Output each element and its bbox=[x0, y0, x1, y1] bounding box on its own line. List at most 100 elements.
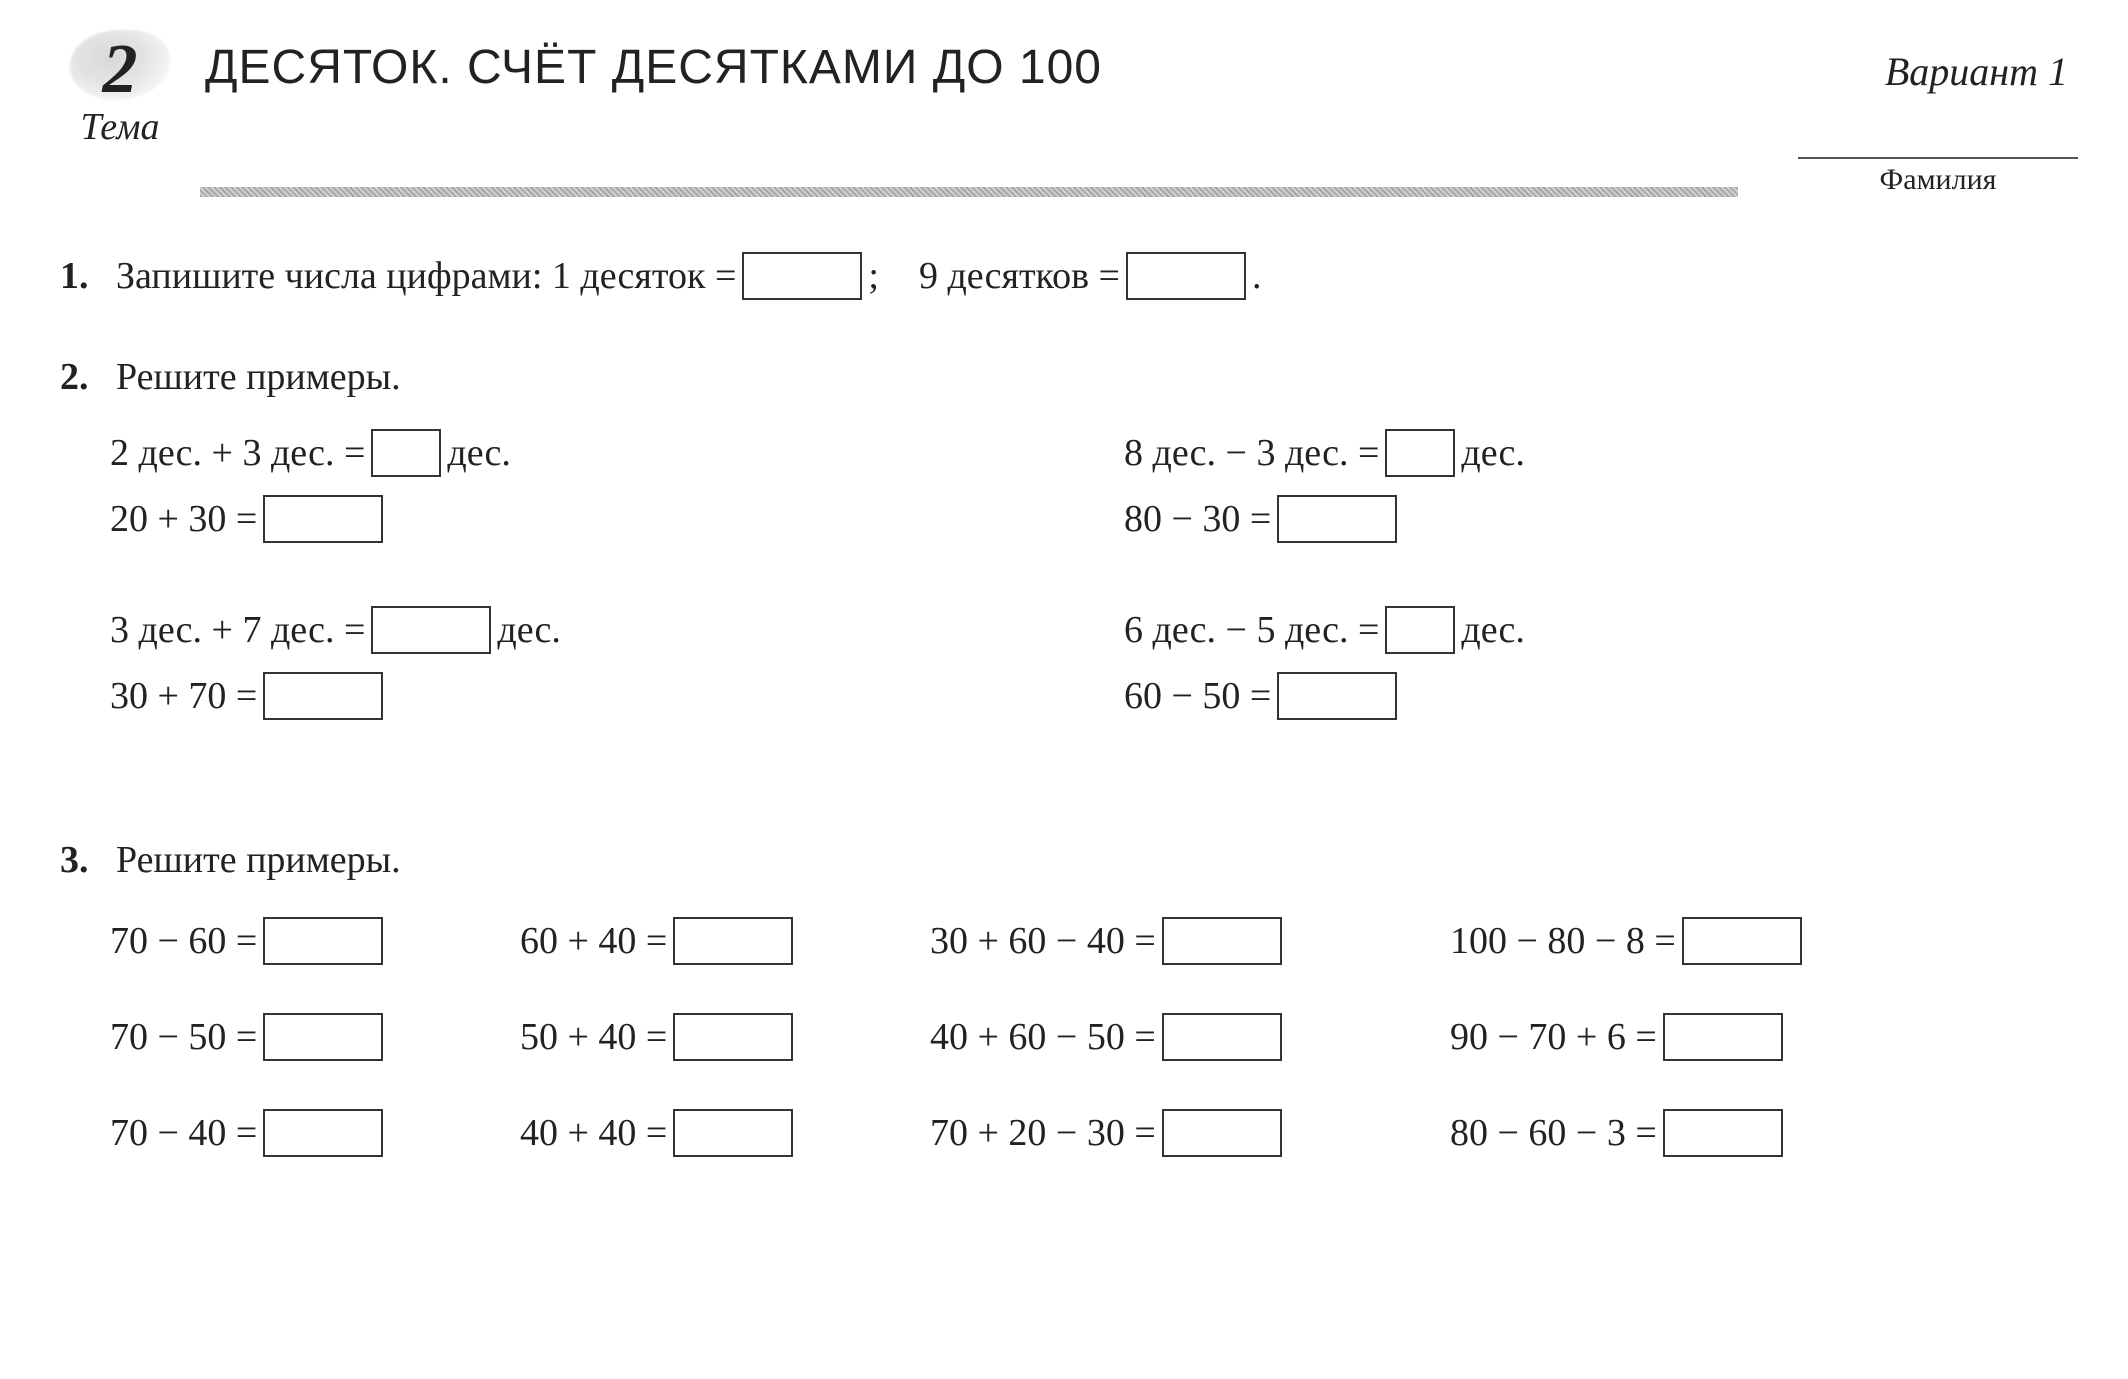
answer-box[interactable] bbox=[1682, 917, 1802, 965]
theme-label: Тема bbox=[60, 105, 180, 149]
eq-text: 50 + 40 = bbox=[520, 1015, 667, 1059]
task2-left-1: 3 дес. + 7 дес. = дес. 30 + 70 = bbox=[110, 606, 1064, 738]
equation: 20 + 30 = bbox=[110, 495, 1064, 543]
equation: 3 дес. + 7 дес. = дес. bbox=[110, 606, 1064, 654]
answer-box[interactable] bbox=[263, 1109, 383, 1157]
title-block: ДЕСЯТОК. СЧЁТ ДЕСЯТКАМИ ДО 100 bbox=[205, 30, 1860, 95]
task2-title: Решите примеры. bbox=[116, 355, 401, 399]
task3-title: Решите примеры. bbox=[116, 838, 401, 882]
equation: 6 дес. − 5 дес. = дес. bbox=[1124, 606, 2078, 654]
equation: 60 − 50 = bbox=[1124, 672, 2078, 720]
equation: 8 дес. − 3 дес. = дес. bbox=[1124, 429, 2078, 477]
variant-label: Вариант 1 bbox=[1885, 30, 2078, 95]
task-1: 1. Запишите числа цифрами: 1 десяток = ;… bbox=[60, 252, 2078, 300]
answer-box[interactable] bbox=[371, 606, 491, 654]
equation: 60 + 40 = bbox=[520, 917, 930, 965]
answer-box[interactable] bbox=[263, 1013, 383, 1061]
task2-number: 2. bbox=[60, 355, 104, 399]
equation: 70 − 60 = bbox=[110, 917, 520, 965]
answer-box[interactable] bbox=[263, 495, 383, 543]
equation: 70 + 20 − 30 = bbox=[930, 1109, 1450, 1157]
task1-sep: ; bbox=[868, 254, 879, 298]
eq-text: 70 − 50 = bbox=[110, 1015, 257, 1059]
answer-box[interactable] bbox=[1277, 672, 1397, 720]
eq-text: 8 дес. − 3 дес. = bbox=[1124, 431, 1379, 475]
equation: 40 + 60 − 50 = bbox=[930, 1013, 1450, 1061]
task1-end: . bbox=[1252, 254, 1262, 298]
task2-left-0: 2 дес. + 3 дес. = дес. 20 + 30 = bbox=[110, 429, 1064, 561]
theme-number-wrap: 2 bbox=[60, 30, 180, 110]
answer-box[interactable] bbox=[371, 429, 441, 477]
surname-input-line[interactable] bbox=[1798, 157, 2078, 159]
task2-grid: 2 дес. + 3 дес. = дес. 20 + 30 = 8 дес. … bbox=[110, 429, 2078, 783]
task2-right-1: 6 дес. − 5 дес. = дес. 60 − 50 = bbox=[1124, 606, 2078, 738]
answer-box[interactable] bbox=[1162, 1109, 1282, 1157]
task2-header: 2. Решите примеры. bbox=[60, 355, 2078, 399]
answer-box[interactable] bbox=[263, 672, 383, 720]
theme-number: 2 bbox=[60, 30, 180, 110]
rule-row: Фамилия bbox=[200, 157, 2078, 197]
eq-text: 70 + 20 − 30 = bbox=[930, 1111, 1156, 1155]
surname-label: Фамилия bbox=[1798, 163, 2078, 197]
eq-suffix: дес. bbox=[497, 608, 561, 652]
theme-block: 2 Тема bbox=[60, 30, 180, 149]
task1-prompt-b: 9 десятков = bbox=[919, 254, 1120, 298]
equation: 50 + 40 = bbox=[520, 1013, 930, 1061]
answer-box[interactable] bbox=[673, 917, 793, 965]
eq-text: 70 − 40 = bbox=[110, 1111, 257, 1155]
eq-text: 20 + 30 = bbox=[110, 497, 257, 541]
eq-text: 70 − 60 = bbox=[110, 919, 257, 963]
eq-text: 30 + 60 − 40 = bbox=[930, 919, 1156, 963]
task1-prompt-a: Запишите числа цифрами: 1 десяток = bbox=[116, 254, 736, 298]
eq-text: 40 + 60 − 50 = bbox=[930, 1015, 1156, 1059]
surname-block: Фамилия bbox=[1798, 157, 2078, 197]
eq-text: 90 − 70 + 6 = bbox=[1450, 1015, 1657, 1059]
task3-number: 3. bbox=[60, 838, 104, 882]
eq-text: 60 + 40 = bbox=[520, 919, 667, 963]
equation: 2 дес. + 3 дес. = дес. bbox=[110, 429, 1064, 477]
answer-box[interactable] bbox=[263, 917, 383, 965]
answer-box[interactable] bbox=[1162, 917, 1282, 965]
worksheet-page: 2 Тема ДЕСЯТОК. СЧЁТ ДЕСЯТКАМИ ДО 100 Ва… bbox=[0, 0, 2128, 1215]
eq-text: 80 − 60 − 3 = bbox=[1450, 1111, 1657, 1155]
answer-box[interactable] bbox=[1663, 1013, 1783, 1061]
equation: 70 − 40 = bbox=[110, 1109, 520, 1157]
equation: 30 + 60 − 40 = bbox=[930, 917, 1450, 965]
eq-suffix: дес. bbox=[447, 431, 511, 475]
equation: 40 + 40 = bbox=[520, 1109, 930, 1157]
task-2: 2. Решите примеры. 2 дес. + 3 дес. = дес… bbox=[60, 355, 2078, 783]
divider-thick bbox=[200, 187, 1738, 197]
equation: 90 − 70 + 6 = bbox=[1450, 1013, 1970, 1061]
answer-box[interactable] bbox=[1126, 252, 1246, 300]
eq-text: 80 − 30 = bbox=[1124, 497, 1271, 541]
answer-box[interactable] bbox=[1277, 495, 1397, 543]
task3-grid: 70 − 60 = 60 + 40 = 30 + 60 − 40 = 100 −… bbox=[110, 917, 2078, 1175]
answer-box[interactable] bbox=[1385, 606, 1455, 654]
eq-text: 40 + 40 = bbox=[520, 1111, 667, 1155]
task1-line: 1. Запишите числа цифрами: 1 десяток = ;… bbox=[60, 252, 2078, 300]
page-title: ДЕСЯТОК. СЧЁТ ДЕСЯТКАМИ ДО 100 bbox=[205, 40, 1860, 95]
answer-box[interactable] bbox=[742, 252, 862, 300]
header: 2 Тема ДЕСЯТОК. СЧЁТ ДЕСЯТКАМИ ДО 100 Ва… bbox=[60, 30, 2078, 149]
eq-text: 3 дес. + 7 дес. = bbox=[110, 608, 365, 652]
equation: 80 − 60 − 3 = bbox=[1450, 1109, 1970, 1157]
eq-text: 30 + 70 = bbox=[110, 674, 257, 718]
eq-text: 100 − 80 − 8 = bbox=[1450, 919, 1676, 963]
eq-suffix: дес. bbox=[1461, 431, 1525, 475]
equation: 70 − 50 = bbox=[110, 1013, 520, 1061]
answer-box[interactable] bbox=[1663, 1109, 1783, 1157]
task3-header: 3. Решите примеры. bbox=[60, 838, 2078, 882]
equation: 100 − 80 − 8 = bbox=[1450, 917, 1970, 965]
eq-text: 2 дес. + 3 дес. = bbox=[110, 431, 365, 475]
answer-box[interactable] bbox=[1162, 1013, 1282, 1061]
answer-box[interactable] bbox=[673, 1013, 793, 1061]
task1-number: 1. bbox=[60, 254, 104, 298]
eq-text: 60 − 50 = bbox=[1124, 674, 1271, 718]
task-3: 3. Решите примеры. 70 − 60 = 60 + 40 = 3… bbox=[60, 838, 2078, 1175]
task2-right-0: 8 дес. − 3 дес. = дес. 80 − 30 = bbox=[1124, 429, 2078, 561]
eq-suffix: дес. bbox=[1461, 608, 1525, 652]
answer-box[interactable] bbox=[1385, 429, 1455, 477]
equation: 80 − 30 = bbox=[1124, 495, 2078, 543]
answer-box[interactable] bbox=[673, 1109, 793, 1157]
eq-text: 6 дес. − 5 дес. = bbox=[1124, 608, 1379, 652]
